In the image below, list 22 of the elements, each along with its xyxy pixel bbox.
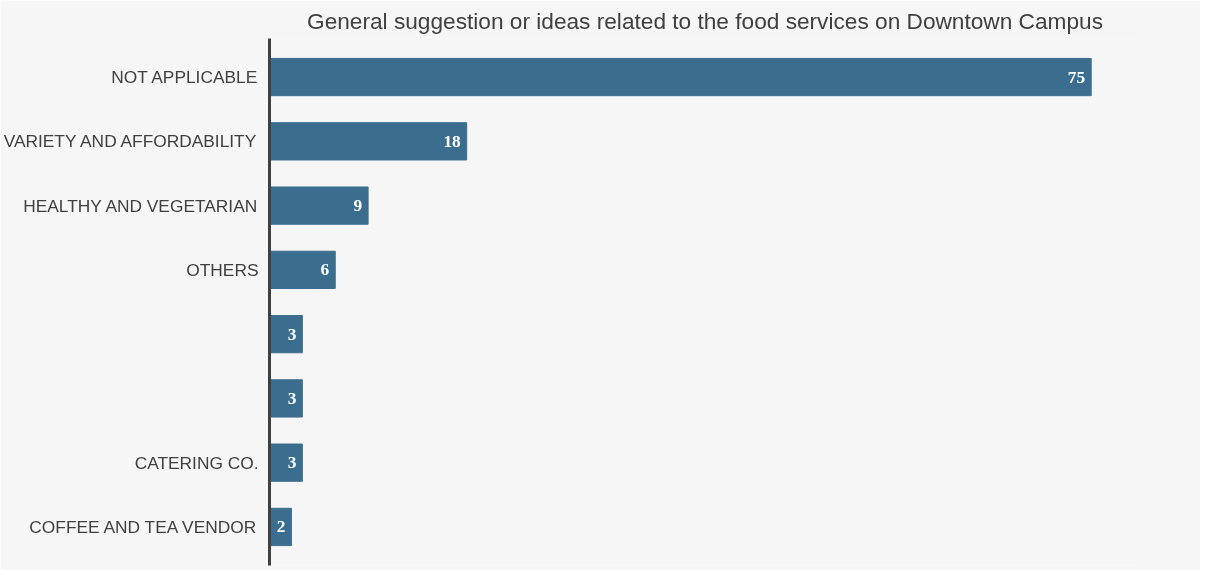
bar (269, 443, 303, 482)
bar (269, 379, 303, 418)
y-tick-label: VARIETY AND AFFORDABILITY (3, 131, 257, 152)
data-label: 6 (320, 260, 330, 280)
y-tick-label: COFFEE AND TEA VENDOR (29, 516, 257, 537)
y-tick-label: OTHERS (186, 259, 259, 280)
y-tick-label: HEALTHY AND VEGETARIAN (23, 195, 258, 216)
bar (269, 186, 369, 225)
data-label: 3 (287, 324, 297, 344)
data-label: 3 (287, 388, 297, 408)
data-label: 75 (1067, 67, 1086, 87)
data-label: 2 (276, 517, 286, 537)
bar (269, 57, 1092, 97)
bar (269, 250, 336, 289)
data-label: 3 (287, 453, 297, 473)
bar (269, 315, 303, 354)
data-label: 18 (443, 131, 462, 151)
y-tick-label: CATERING CO. (134, 452, 259, 473)
chart-title: General suggestion or ideas related to the food services on Downtown Campus (307, 7, 1103, 34)
bar (269, 122, 468, 161)
data-label: 9 (353, 196, 363, 216)
y-tick-label: NOT APPLICABLE (111, 67, 258, 88)
